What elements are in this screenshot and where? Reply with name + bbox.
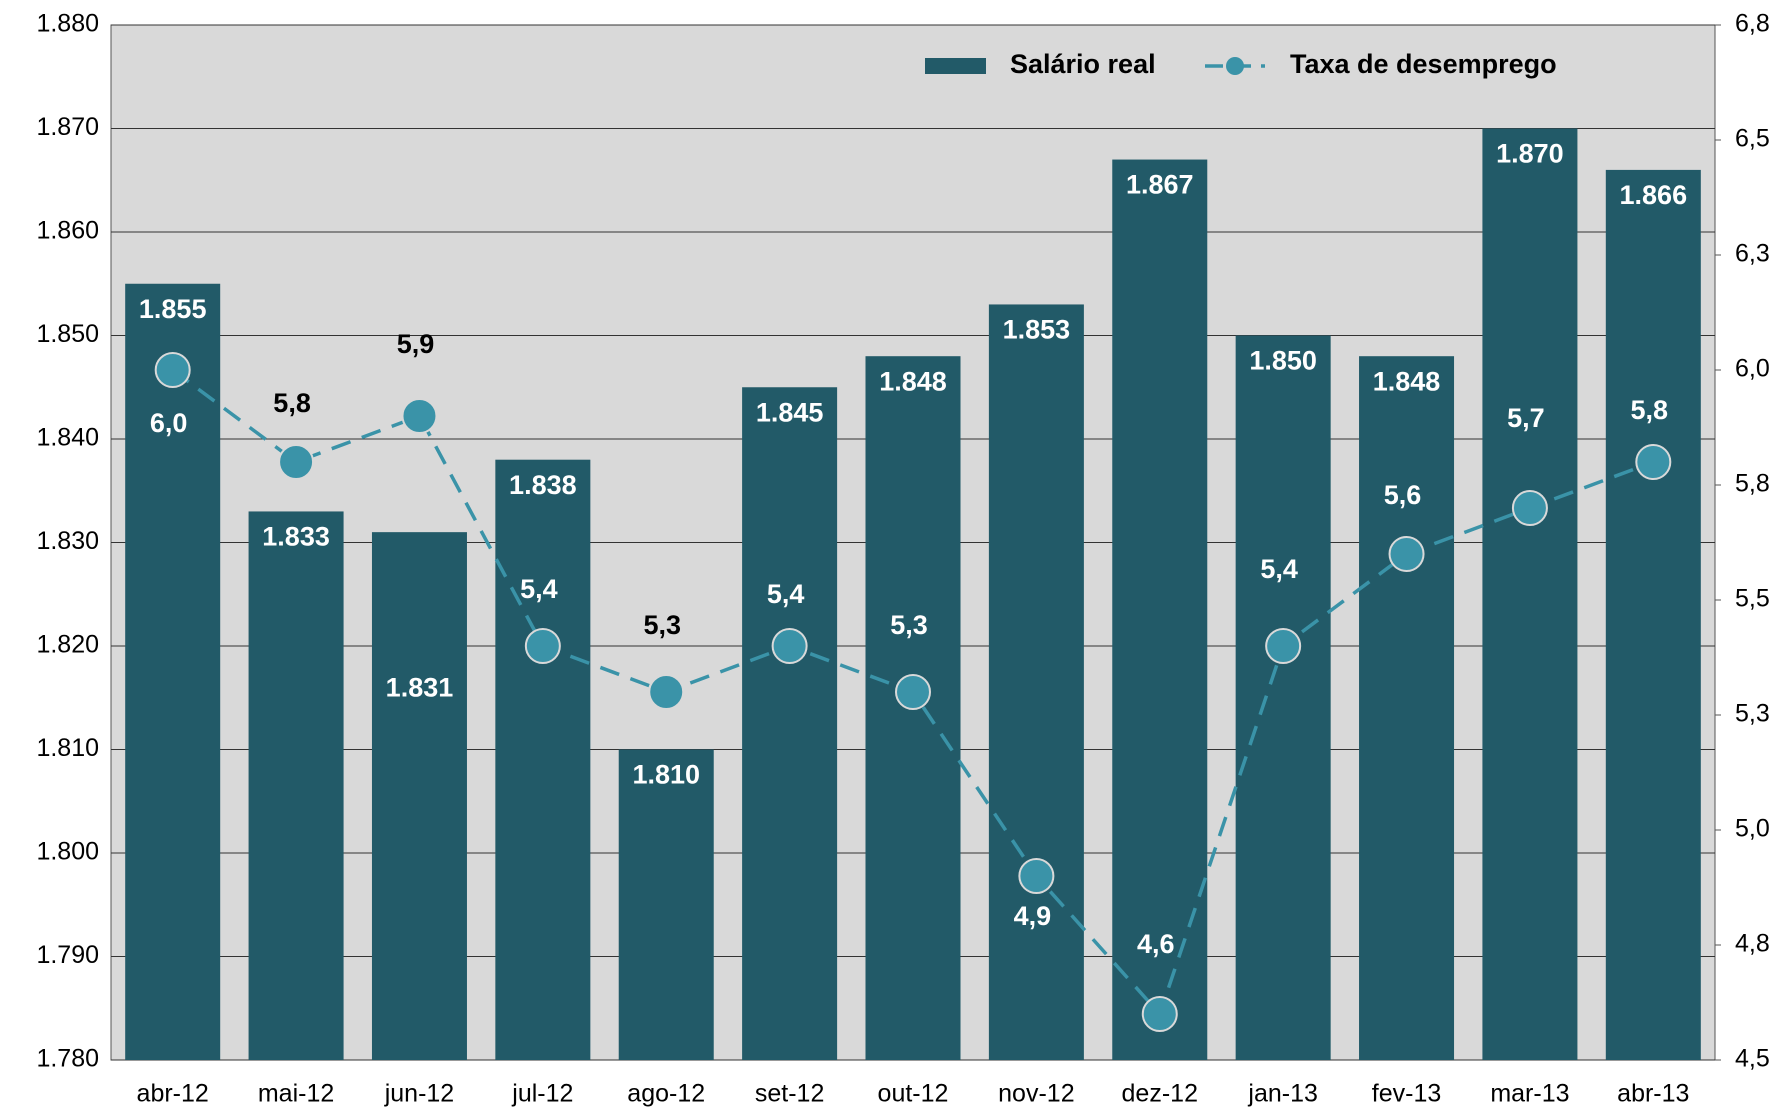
line-label: 4,6 <box>1137 929 1175 959</box>
y2-tick-label: 6,8 <box>1735 10 1770 38</box>
x-tick-label: mai-12 <box>258 1080 334 1108</box>
y-tick-label: 1.790 <box>36 941 99 969</box>
x-tick-label: ago-12 <box>627 1080 705 1108</box>
bar-label: 1.833 <box>262 522 330 552</box>
y-tick-label: 1.800 <box>36 838 99 866</box>
x-tick-label: abr-13 <box>1617 1080 1689 1108</box>
line-marker <box>1511 490 1548 526</box>
line-marker <box>1018 858 1055 894</box>
bar <box>1112 159 1208 1061</box>
x-tick-label: mar-13 <box>1490 1080 1569 1108</box>
y-tick-label: 1.870 <box>36 113 99 141</box>
y-tick-label: 1.780 <box>36 1045 99 1073</box>
line-marker <box>771 628 808 664</box>
legend-swatch <box>925 58 986 74</box>
line-label: 5,8 <box>273 388 311 418</box>
x-tick-label: jun-12 <box>384 1080 455 1108</box>
line-marker <box>1388 536 1425 572</box>
bar-label: 1.831 <box>386 672 454 702</box>
legend-label: Taxa de desemprego <box>1290 49 1557 79</box>
x-tick-label: fev-13 <box>1372 1080 1441 1108</box>
line-label: 5,4 <box>767 579 805 609</box>
bar <box>495 459 591 1060</box>
bar-label: 1.866 <box>1620 180 1688 210</box>
line-marker <box>154 352 191 388</box>
x-tick-label: nov-12 <box>998 1080 1074 1108</box>
line-label: 5,8 <box>1631 395 1669 425</box>
bar <box>1482 128 1578 1060</box>
x-tick-label: jan-13 <box>1247 1080 1318 1108</box>
y2-tick-label: 5,3 <box>1735 700 1770 728</box>
line-marker <box>648 674 685 710</box>
line-marker <box>278 444 315 480</box>
bar-label: 1.848 <box>1373 366 1441 396</box>
bar <box>618 749 714 1060</box>
bar <box>1235 335 1331 1060</box>
bar-label: 1.848 <box>879 366 947 396</box>
bar-label: 1.867 <box>1126 170 1194 200</box>
line-label: 6,0 <box>150 408 188 438</box>
bar-label: 1.870 <box>1496 139 1564 169</box>
y2-tick-label: 5,8 <box>1735 470 1770 498</box>
bar <box>1359 356 1455 1060</box>
bar <box>742 387 838 1060</box>
line-marker <box>1141 996 1178 1032</box>
bar-label: 1.838 <box>509 470 577 500</box>
y2-tick-label: 4,5 <box>1735 1045 1770 1073</box>
legend-marker <box>1226 57 1244 75</box>
line-marker <box>1635 444 1672 480</box>
line-label: 5,6 <box>1384 480 1422 510</box>
line-marker <box>1265 628 1302 664</box>
y-tick-label: 1.880 <box>36 10 99 38</box>
y2-tick-label: 4,8 <box>1735 930 1770 958</box>
y-tick-label: 1.830 <box>36 527 99 555</box>
line-label: 4,9 <box>1014 901 1052 931</box>
bar <box>125 283 221 1060</box>
x-tick-label: dez-12 <box>1122 1080 1198 1108</box>
bar-label: 1.810 <box>632 760 700 790</box>
line-marker <box>895 674 931 710</box>
x-tick-label: out-12 <box>878 1080 949 1108</box>
y2-tick-label: 6,0 <box>1735 355 1770 383</box>
y-tick-label: 1.820 <box>36 631 99 659</box>
line-label: 5,4 <box>1260 554 1298 584</box>
y-tick-label: 1.860 <box>36 217 99 245</box>
bar <box>988 304 1084 1060</box>
x-tick-label: abr-12 <box>137 1080 209 1108</box>
line-label: 5,3 <box>643 610 681 640</box>
bar <box>1605 169 1701 1060</box>
bar <box>371 532 467 1060</box>
y2-tick-label: 6,3 <box>1735 240 1770 268</box>
bar-label: 1.855 <box>139 294 207 324</box>
y-tick-label: 1.810 <box>36 734 99 762</box>
x-tick-label: set-12 <box>755 1080 824 1108</box>
bar-label: 1.845 <box>756 397 824 427</box>
line-marker <box>401 398 438 434</box>
bar-label: 1.850 <box>1249 346 1317 376</box>
legend-label: Salário real <box>1010 49 1156 79</box>
bar-label: 1.853 <box>1003 315 1071 345</box>
line-label: 5,7 <box>1507 403 1545 433</box>
y2-tick-label: 5,5 <box>1735 585 1770 613</box>
y-tick-label: 1.840 <box>36 424 99 452</box>
y2-tick-label: 6,5 <box>1735 125 1770 153</box>
line-label: 5,4 <box>520 574 558 604</box>
y2-tick-label: 5,0 <box>1735 815 1770 843</box>
y-tick-label: 1.850 <box>36 320 99 348</box>
line-label: 5,9 <box>397 329 435 359</box>
x-tick-label: jul-12 <box>511 1080 573 1108</box>
bar <box>248 511 344 1060</box>
line-label: 5,3 <box>890 610 928 640</box>
line-marker <box>524 628 561 664</box>
